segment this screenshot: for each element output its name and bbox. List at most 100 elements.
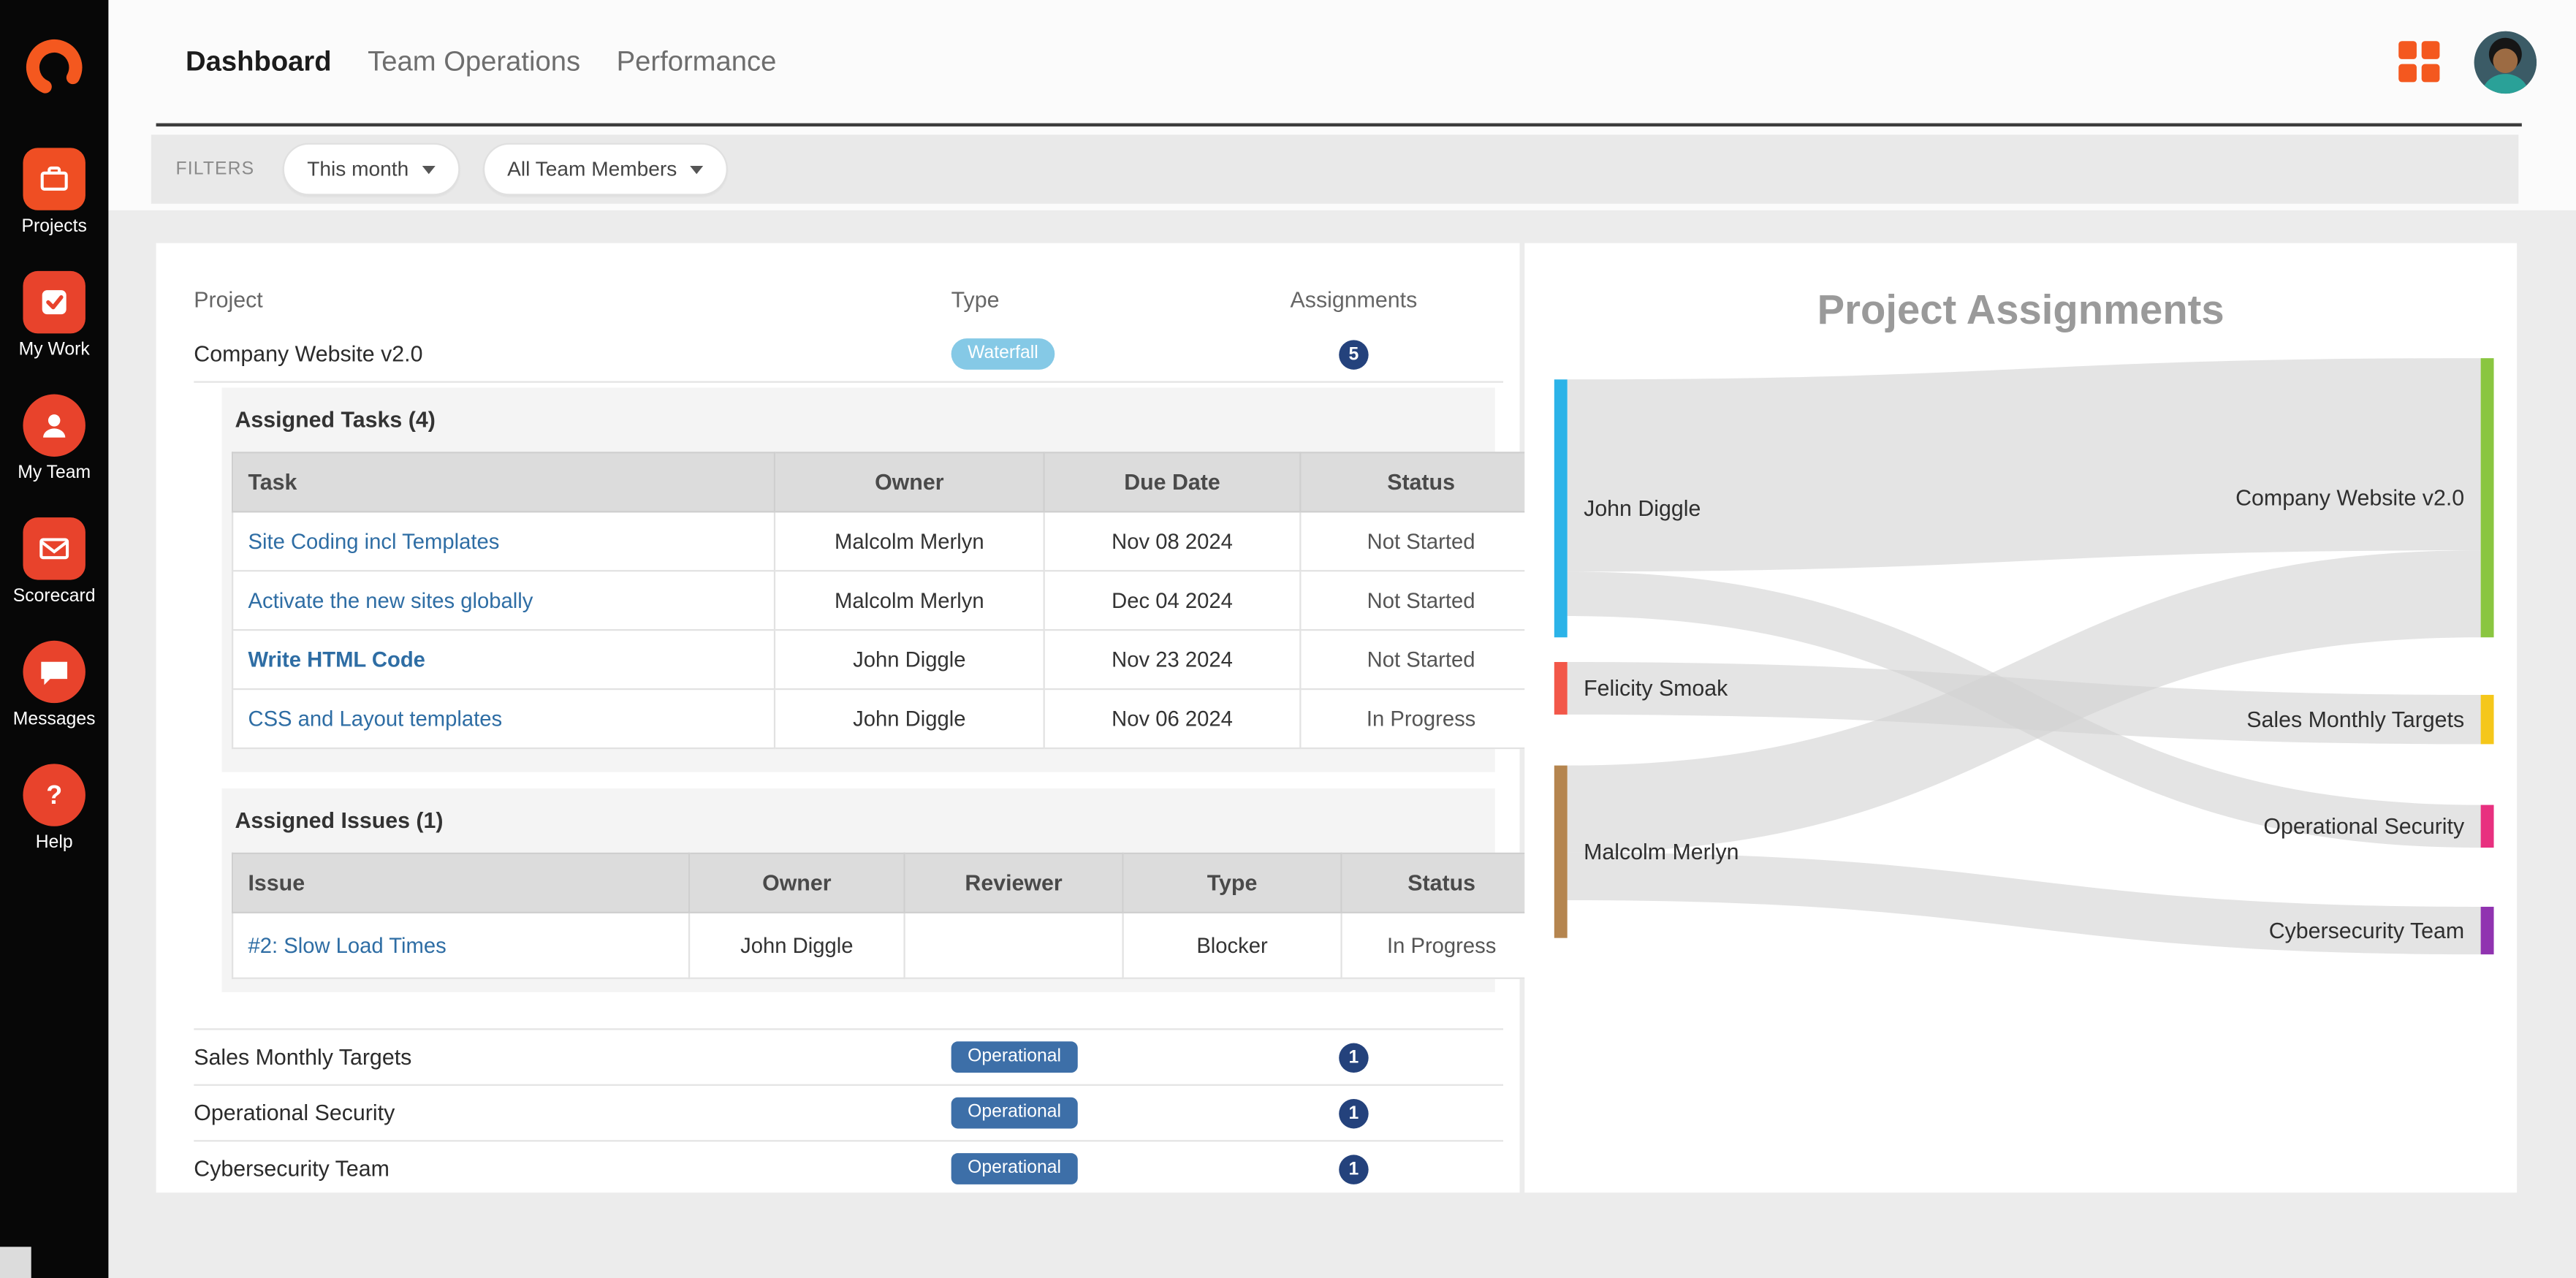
node-label-company-website-v2-0: Company Website v2.0 (2235, 486, 2464, 510)
task-link[interactable]: Site Coding incl Templates (248, 528, 500, 554)
filter-pills: This month All Team Members (282, 142, 729, 196)
node-label-operational-security: Operational Security (2263, 815, 2465, 839)
filter-dropdown-label: All Team Members (507, 157, 677, 181)
task-status-cell: Not Started (1299, 629, 1543, 691)
header-project: Project (194, 286, 263, 312)
flow-malcolm-merlyn-to-cybersecurity-team (1567, 852, 2481, 955)
header-assignments: Assignments (1290, 286, 1418, 312)
column-header-reviewer: Reviewer (903, 852, 1124, 913)
node-malcolm-merlyn (1554, 765, 1568, 938)
apps-grid-icon[interactable] (2398, 40, 2441, 83)
scroll-corner (0, 1247, 31, 1278)
sidebar-item-label: Scorecard (12, 586, 96, 606)
task-link[interactable]: Write HTML Code (248, 647, 425, 672)
project-assignments: 1 (1264, 1042, 1444, 1072)
help-icon: ? (23, 764, 86, 826)
flow-malcolm-merlyn-to-company-website-v2-0 (1567, 550, 2481, 853)
task-row: Activate the new sites globally Malcolm M… (231, 570, 1543, 631)
project-name: Operational Security (194, 1100, 395, 1125)
main-tabs: Dashboard Team Operations Performance (186, 45, 776, 78)
assignment-count-badge[interactable]: 5 (1339, 339, 1369, 369)
project-assignments: 1 (1264, 1154, 1444, 1184)
column-header-owner: Owner (688, 852, 905, 913)
task-name-cell: Site Coding incl Templates (231, 511, 776, 572)
project-type: Waterfall (951, 338, 1264, 370)
issue-status-cell: In Progress (1340, 911, 1543, 979)
task-row: CSS and Layout templates John Diggle Nov 0… (231, 688, 1543, 750)
task-owner-cell: John Diggle (773, 688, 1045, 750)
project-type-badge: Waterfall (951, 338, 1055, 370)
column-header-status: Status (1299, 452, 1543, 513)
tasks-table: Task Owner Due Date Status Site Coding incl … (231, 452, 1543, 750)
tab-performance[interactable]: Performance (616, 45, 777, 77)
column-header-issue: Issue (231, 852, 691, 913)
assignment-count-badge[interactable]: 1 (1339, 1154, 1369, 1184)
project-type-badge: Operational (951, 1041, 1078, 1073)
sidebar-item-projects[interactable]: Projects (0, 148, 108, 237)
sidebar-item-label: Help (35, 832, 73, 853)
chevron-down-icon (690, 164, 704, 174)
node-felicity-smoak (1554, 661, 1568, 715)
assignment-count-badge[interactable]: 1 (1339, 1042, 1369, 1072)
node-company-website-v2-0 (2480, 358, 2494, 638)
issue-owner-cell: John Diggle (688, 911, 905, 979)
project-type-badge: Operational (951, 1097, 1078, 1129)
task-owner-cell: John Diggle (773, 629, 1045, 691)
sidebar-item-scorecard[interactable]: Scorecard (0, 517, 108, 606)
project-type-badge: Operational (951, 1153, 1078, 1184)
sidebar-nav: Projects My Work My Team Scorecard Messages?… (0, 148, 108, 853)
sidebar-item-my-team[interactable]: My Team (0, 394, 108, 483)
sidebar-item-my-work[interactable]: My Work (0, 270, 108, 360)
issue-name-cell: #2: Slow Load Times (231, 911, 691, 979)
app-logo[interactable] (20, 33, 88, 102)
node-label-sales-monthly-targets: Sales Monthly Targets (2246, 708, 2464, 732)
header-type: Type (951, 286, 1000, 312)
filter-dropdown-this-month[interactable]: This month (282, 142, 460, 196)
task-name-cell: Activate the new sites globally (231, 570, 776, 631)
tab-dashboard[interactable]: Dashboard (186, 45, 332, 77)
task-due-cell: Dec 04 2024 (1043, 570, 1302, 631)
projects-icon (23, 148, 86, 210)
project-type: Operational (951, 1153, 1264, 1184)
filter-dropdown-all-team-members[interactable]: All Team Members (482, 142, 729, 196)
issue-link[interactable]: #2: Slow Load Times (248, 932, 447, 958)
sidebar-item-messages[interactable]: Messages (0, 640, 108, 730)
project-row-sales-monthly-targets: Sales Monthly Targets Operational 1 (194, 1028, 1504, 1084)
project-name: Cybersecurity Team (194, 1156, 390, 1182)
sidebar-item-label: Projects (21, 216, 87, 237)
project-row-operational-security: Operational Security Operational 1 (194, 1084, 1504, 1140)
project-name: Sales Monthly Targets (194, 1044, 412, 1070)
filter-dropdown-label: This month (307, 157, 409, 181)
assignment-count-badge[interactable]: 1 (1339, 1098, 1369, 1128)
sidebar-item-help[interactable]: ? Help (0, 764, 108, 853)
task-link[interactable]: Activate the new sites globally (248, 587, 533, 613)
content-area: Project Type Assignments Company Website… (156, 243, 2522, 1193)
task-link[interactable]: CSS and Layout templates (248, 706, 503, 731)
messages-icon (23, 640, 86, 704)
column-header-type: Type (1122, 852, 1342, 913)
filters-label: FILTERS (175, 159, 255, 180)
assigned-issues-title: Assigned Issues (1) (235, 808, 444, 833)
assignments-panel: Project Assignments John Diggle Felicity … (1524, 243, 2518, 1193)
column-header-status: Status (1340, 852, 1543, 913)
project-assignments: 5 (1264, 339, 1444, 369)
my-team-icon (23, 394, 86, 457)
node-cybersecurity-team (2480, 906, 2494, 955)
celoxis-logo-icon (26, 39, 83, 96)
avatar-image (2474, 30, 2537, 94)
top-bar: Dashboard Team Operations Performance (108, 0, 2576, 123)
projects-panel: Project Type Assignments Company Website… (156, 243, 1543, 1193)
task-due-cell: Nov 06 2024 (1043, 688, 1302, 750)
tab-team-operations[interactable]: Team Operations (368, 45, 581, 77)
task-owner-cell: Malcolm Merlyn (773, 570, 1045, 631)
sidebar-item-label: My Team (18, 463, 91, 483)
sidebar-item-label: Messages (12, 710, 96, 730)
user-avatar[interactable] (2474, 30, 2537, 94)
project-row-company-website-v2-0: Company Website v2.0 Waterfall 5 (194, 327, 1504, 383)
task-name-cell: Write HTML Code (231, 629, 776, 691)
project-assignments-sankey: John Diggle Felicity Smoak Malcolm Merlyn C… (1554, 358, 2494, 955)
assigned-tasks-section: Assigned Tasks (4) Task Owner Due Date Stat… (221, 387, 1543, 772)
top-section: Dashboard Team Operations Performance (108, 0, 2576, 210)
project-name: Company Website v2.0 (194, 341, 423, 367)
